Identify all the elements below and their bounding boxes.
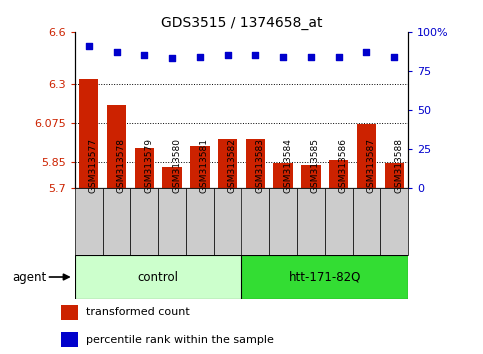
- Point: [252, 52, 259, 58]
- Bar: [186, 188, 213, 255]
- Text: control: control: [138, 270, 179, 284]
- Bar: [130, 188, 158, 255]
- Text: GSM313579: GSM313579: [144, 138, 153, 193]
- Bar: [301, 165, 321, 188]
- Bar: [325, 188, 353, 255]
- Text: GSM313584: GSM313584: [283, 138, 292, 193]
- Bar: [190, 146, 210, 188]
- Text: GSM313585: GSM313585: [311, 138, 320, 193]
- Bar: [242, 188, 270, 255]
- Text: GSM313588: GSM313588: [394, 138, 403, 193]
- Text: agent: agent: [12, 270, 46, 284]
- Text: GSM313583: GSM313583: [256, 138, 264, 193]
- Bar: [242, 255, 408, 299]
- Text: GSM313587: GSM313587: [367, 138, 375, 193]
- Text: GSM313580: GSM313580: [172, 138, 181, 193]
- Bar: [218, 139, 237, 188]
- Point: [113, 49, 120, 55]
- Point: [85, 43, 93, 49]
- Point: [168, 56, 176, 61]
- Text: GDS3515 / 1374658_at: GDS3515 / 1374658_at: [161, 16, 322, 30]
- Text: GSM313578: GSM313578: [116, 138, 126, 193]
- Bar: [329, 160, 348, 188]
- Text: GSM313582: GSM313582: [227, 138, 237, 193]
- Bar: [213, 188, 242, 255]
- Point: [141, 52, 148, 58]
- Text: percentile rank within the sample: percentile rank within the sample: [86, 335, 274, 345]
- Bar: [384, 164, 404, 188]
- Bar: [273, 164, 293, 188]
- Point: [224, 52, 231, 58]
- Text: GSM313577: GSM313577: [89, 138, 98, 193]
- Bar: [75, 255, 242, 299]
- Text: GSM313581: GSM313581: [200, 138, 209, 193]
- Bar: [75, 188, 102, 255]
- Bar: [297, 188, 325, 255]
- Bar: [107, 104, 126, 188]
- Bar: [246, 139, 265, 188]
- Bar: [135, 148, 154, 188]
- Point: [307, 54, 315, 59]
- Bar: [61, 332, 78, 347]
- Bar: [270, 188, 297, 255]
- Point: [390, 54, 398, 59]
- Point: [335, 54, 342, 59]
- Bar: [79, 79, 99, 188]
- Bar: [103, 188, 130, 255]
- Bar: [162, 167, 182, 188]
- Point: [279, 54, 287, 59]
- Text: transformed count: transformed count: [86, 307, 190, 317]
- Point: [196, 54, 204, 59]
- Bar: [381, 188, 408, 255]
- Text: GSM313586: GSM313586: [339, 138, 348, 193]
- Point: [363, 49, 370, 55]
- Text: htt-171-82Q: htt-171-82Q: [289, 270, 361, 284]
- Bar: [353, 188, 380, 255]
- Bar: [357, 124, 376, 188]
- Bar: [158, 188, 186, 255]
- Bar: [61, 304, 78, 320]
